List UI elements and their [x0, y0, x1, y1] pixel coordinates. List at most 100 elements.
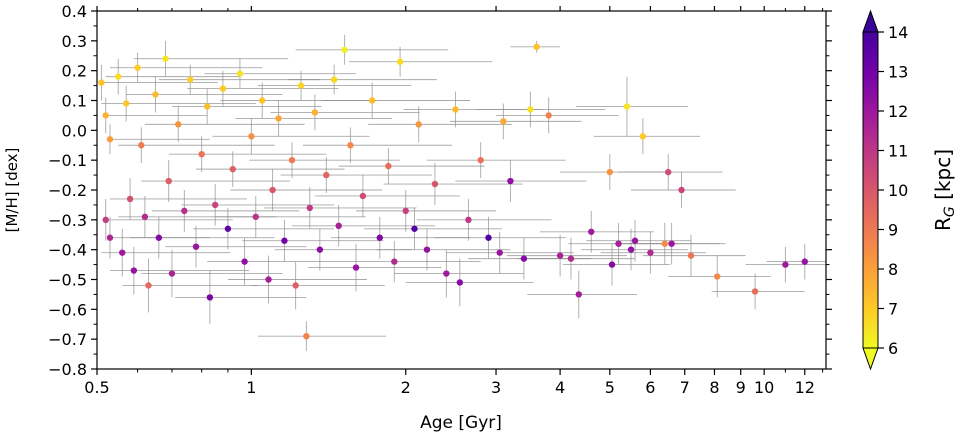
x-tick-label: 2: [401, 378, 411, 397]
data-point: [385, 162, 392, 170]
data-point: [259, 97, 266, 104]
data-point: [567, 255, 575, 262]
data-point: [106, 136, 114, 143]
data-point: [236, 70, 244, 77]
data-point: [411, 225, 418, 232]
data-point: [165, 177, 172, 185]
colorbar-gradient: [863, 32, 878, 348]
data-point: [782, 261, 789, 268]
data-point: [138, 142, 145, 149]
data-point: [668, 240, 675, 247]
data-point: [347, 142, 354, 149]
data-point: [106, 234, 114, 241]
y-tick-label: −0.2: [48, 181, 87, 200]
x-tick-label: 10: [754, 378, 774, 397]
data-point: [341, 46, 348, 53]
data-point: [423, 246, 431, 253]
data-point: [203, 103, 211, 110]
data-point: [119, 249, 126, 256]
data-point: [155, 234, 163, 241]
data-point: [134, 64, 141, 71]
data-point: [647, 249, 654, 256]
x-axis-ticks: 0.5 1 2 3 4 5 6 7 8 9 10 12: [84, 6, 824, 397]
data-point: [241, 258, 248, 265]
data-point: [465, 216, 472, 224]
data-point: [631, 237, 639, 244]
data-point: [181, 207, 188, 215]
data-point: [323, 171, 330, 179]
x-tick-label: 0.5: [84, 378, 109, 397]
data-point: [714, 273, 721, 280]
data-point: [192, 243, 200, 250]
data-point: [527, 106, 534, 113]
data-point: [485, 234, 492, 241]
y-tick-label: −0.7: [48, 330, 87, 349]
colorbar-tick-label: 6: [888, 339, 898, 358]
colorbar-tick-label: 14: [888, 23, 908, 42]
data-points-layer: [98, 43, 808, 340]
data-point: [168, 270, 176, 277]
colorbar-extend-max: [862, 9, 879, 33]
data-point: [115, 73, 122, 80]
colorbar-label: RG [kpc]: [931, 149, 958, 231]
data-point: [98, 79, 105, 86]
data-point: [126, 195, 134, 203]
colorbar-ticks: 6 7 8 9 10 11 12 13 14: [878, 23, 908, 358]
y-tick-label: −0.5: [48, 271, 87, 290]
x-axis-label: Age [Gyr]: [420, 413, 502, 433]
colorbar: 6 7 8 9 10 11 12 13 14 RG [kpc]: [862, 9, 958, 371]
colorbar-label-main: R: [931, 217, 955, 231]
x-tick-label: 6: [645, 378, 655, 397]
data-point: [281, 237, 288, 244]
data-point: [477, 156, 484, 164]
data-point: [162, 55, 169, 62]
colorbar-label-unit: [kpc]: [931, 149, 955, 206]
data-point: [496, 249, 503, 256]
x-tick-label: 3: [491, 378, 501, 397]
data-point: [306, 204, 313, 212]
y-tick-label: 0.1: [62, 92, 87, 111]
data-point: [316, 246, 324, 253]
x-tick-label: 1: [246, 378, 256, 397]
data-point: [606, 168, 614, 176]
data-point: [431, 180, 439, 188]
y-tick-label: −0.1: [48, 151, 87, 170]
data-point: [252, 213, 259, 221]
data-point: [102, 216, 109, 224]
colorbar-tick-label: 13: [888, 63, 908, 82]
data-point: [130, 267, 138, 274]
data-point: [452, 106, 459, 113]
x-tick-label: 5: [605, 378, 615, 397]
data-point: [229, 165, 236, 173]
data-point: [588, 228, 595, 235]
colorbar-label-subscript: G: [942, 206, 958, 217]
y-axis-label: [M/H] [dex]: [3, 148, 21, 233]
data-point: [376, 234, 383, 241]
data-point: [198, 151, 205, 158]
data-point: [224, 225, 232, 232]
y-tick-label: −0.8: [48, 360, 87, 379]
data-point: [443, 270, 450, 277]
data-point: [292, 282, 299, 289]
y-tick-label: 0.3: [62, 32, 87, 51]
data-point: [206, 294, 214, 301]
data-point: [248, 133, 255, 140]
x-tick-label: 8: [709, 378, 719, 397]
data-point: [141, 213, 149, 221]
data-point: [152, 91, 159, 98]
data-point: [368, 97, 376, 104]
data-point: [545, 112, 552, 119]
data-point: [661, 240, 668, 247]
data-point: [415, 121, 422, 128]
data-point: [330, 76, 338, 83]
colorbar-tick-label: 8: [888, 260, 898, 279]
data-point: [275, 115, 282, 122]
colorbar-tick-label: 9: [888, 221, 898, 240]
data-point: [665, 168, 672, 176]
y-tick-label: 0.4: [62, 2, 87, 21]
data-point: [265, 276, 272, 283]
colorbar-extend-min: [862, 347, 879, 371]
data-point: [359, 192, 367, 200]
data-point: [623, 103, 631, 110]
